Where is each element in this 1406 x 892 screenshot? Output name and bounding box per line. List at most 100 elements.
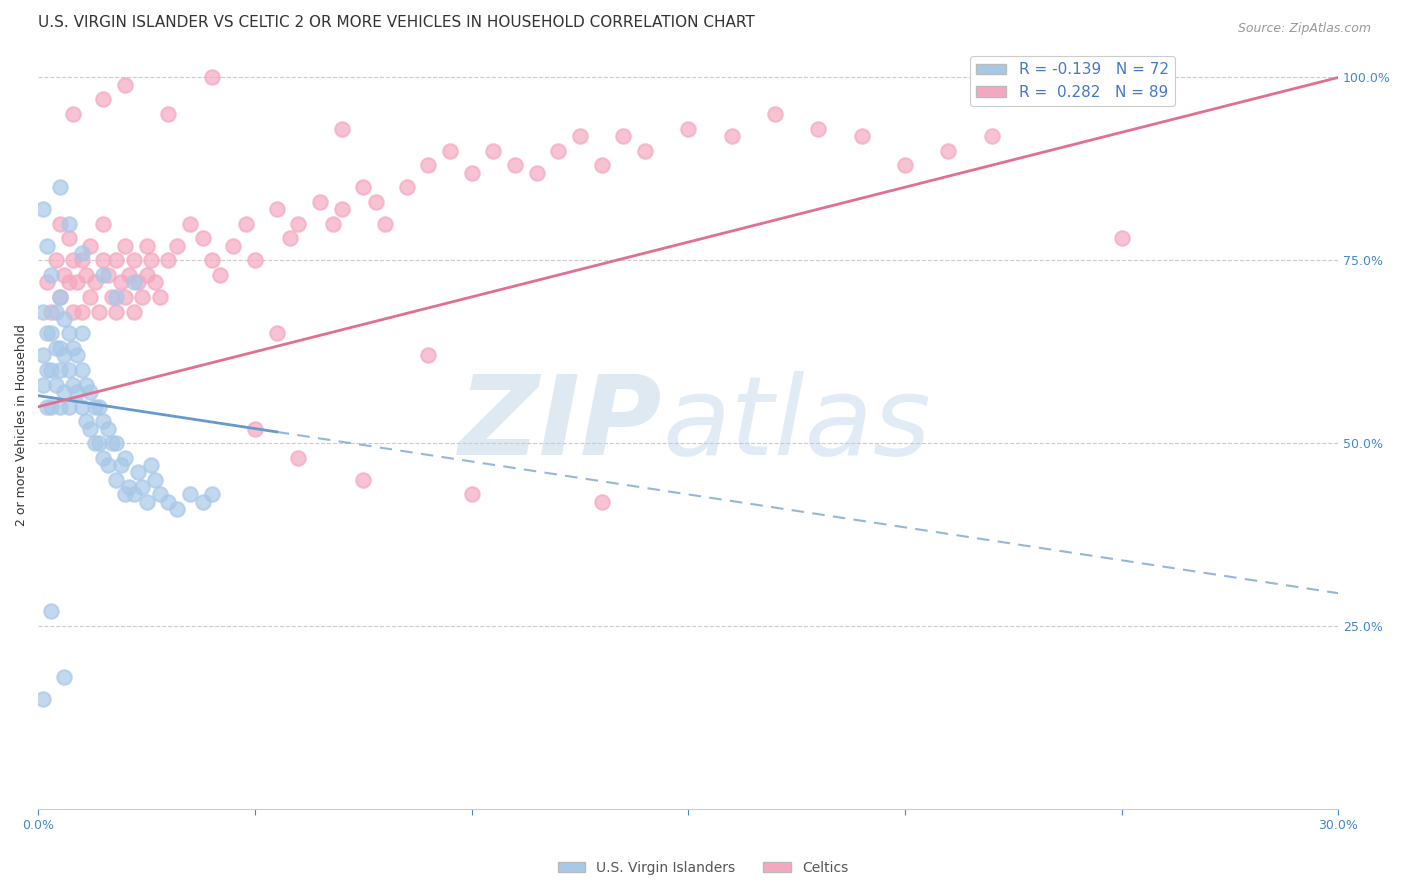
Point bbox=[105, 304, 128, 318]
Point bbox=[135, 238, 157, 252]
Point bbox=[114, 238, 136, 252]
Point bbox=[1111, 231, 1133, 245]
Point bbox=[166, 238, 188, 252]
Point bbox=[352, 473, 374, 487]
Point bbox=[591, 158, 613, 172]
Point bbox=[35, 238, 58, 252]
Point bbox=[366, 194, 388, 209]
Point bbox=[41, 326, 63, 341]
Point bbox=[894, 158, 917, 172]
Point bbox=[41, 268, 63, 282]
Point bbox=[851, 128, 873, 143]
Point bbox=[157, 494, 180, 508]
Point bbox=[191, 231, 214, 245]
Point bbox=[93, 414, 115, 428]
Point bbox=[31, 304, 53, 318]
Point bbox=[45, 377, 67, 392]
Legend: U.S. Virgin Islanders, Celtics: U.S. Virgin Islanders, Celtics bbox=[553, 855, 853, 880]
Point bbox=[87, 436, 110, 450]
Point bbox=[62, 107, 84, 121]
Text: atlas: atlas bbox=[662, 371, 931, 478]
Point bbox=[97, 458, 120, 472]
Point bbox=[93, 217, 115, 231]
Point bbox=[49, 290, 72, 304]
Point bbox=[201, 70, 224, 85]
Point bbox=[122, 304, 145, 318]
Point bbox=[31, 692, 53, 706]
Point bbox=[235, 217, 257, 231]
Point bbox=[634, 144, 657, 158]
Point bbox=[105, 253, 128, 268]
Point bbox=[49, 290, 72, 304]
Point bbox=[322, 217, 344, 231]
Point bbox=[105, 436, 128, 450]
Point bbox=[287, 450, 309, 465]
Point bbox=[127, 466, 149, 480]
Point bbox=[101, 436, 124, 450]
Point bbox=[157, 253, 180, 268]
Point bbox=[35, 275, 58, 289]
Point bbox=[418, 348, 440, 362]
Point bbox=[87, 400, 110, 414]
Point bbox=[266, 326, 288, 341]
Point bbox=[114, 78, 136, 92]
Point bbox=[75, 377, 97, 392]
Point bbox=[547, 144, 569, 158]
Point bbox=[526, 165, 548, 179]
Point bbox=[439, 144, 461, 158]
Point bbox=[678, 121, 700, 136]
Point bbox=[93, 268, 115, 282]
Point bbox=[145, 473, 167, 487]
Point bbox=[612, 128, 634, 143]
Point bbox=[58, 231, 80, 245]
Point bbox=[83, 400, 105, 414]
Point bbox=[70, 400, 93, 414]
Point bbox=[114, 290, 136, 304]
Text: U.S. VIRGIN ISLANDER VS CELTIC 2 OR MORE VEHICLES IN HOUSEHOLD CORRELATION CHART: U.S. VIRGIN ISLANDER VS CELTIC 2 OR MORE… bbox=[38, 15, 755, 30]
Point bbox=[58, 363, 80, 377]
Point bbox=[139, 253, 162, 268]
Point bbox=[131, 290, 153, 304]
Point bbox=[83, 436, 105, 450]
Point bbox=[127, 275, 149, 289]
Point bbox=[70, 363, 93, 377]
Point bbox=[45, 304, 67, 318]
Point bbox=[70, 253, 93, 268]
Point bbox=[49, 400, 72, 414]
Point bbox=[243, 253, 266, 268]
Point bbox=[936, 144, 959, 158]
Point bbox=[720, 128, 742, 143]
Point bbox=[70, 326, 93, 341]
Text: ZIP: ZIP bbox=[458, 371, 662, 478]
Point bbox=[41, 363, 63, 377]
Point bbox=[79, 290, 101, 304]
Point bbox=[222, 238, 245, 252]
Point bbox=[66, 275, 89, 289]
Point bbox=[79, 238, 101, 252]
Point bbox=[503, 158, 526, 172]
Point bbox=[70, 304, 93, 318]
Point bbox=[62, 253, 84, 268]
Point bbox=[53, 670, 76, 684]
Point bbox=[79, 384, 101, 399]
Point bbox=[191, 494, 214, 508]
Point bbox=[105, 473, 128, 487]
Point bbox=[482, 144, 505, 158]
Point bbox=[53, 311, 76, 326]
Point bbox=[49, 180, 72, 194]
Point bbox=[395, 180, 418, 194]
Point bbox=[49, 363, 72, 377]
Point bbox=[201, 487, 224, 501]
Point bbox=[266, 202, 288, 216]
Point bbox=[460, 165, 482, 179]
Point bbox=[980, 128, 1002, 143]
Point bbox=[157, 107, 180, 121]
Point bbox=[179, 487, 201, 501]
Point bbox=[93, 253, 115, 268]
Point bbox=[110, 458, 132, 472]
Point bbox=[591, 494, 613, 508]
Point bbox=[58, 217, 80, 231]
Y-axis label: 2 or more Vehicles in Household: 2 or more Vehicles in Household bbox=[15, 324, 28, 526]
Point bbox=[31, 202, 53, 216]
Point bbox=[45, 253, 67, 268]
